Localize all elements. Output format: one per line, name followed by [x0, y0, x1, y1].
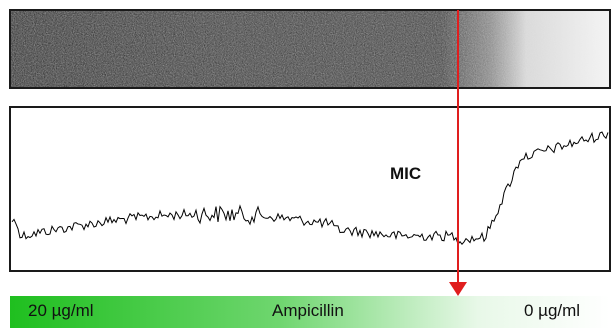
- mic-label: MIC: [390, 164, 422, 183]
- mic-marker: [449, 10, 467, 296]
- signal-trace: [11, 131, 609, 246]
- ampicillin-gradient-bar: [10, 296, 610, 328]
- antibiotic-name-label: Ampicillin: [272, 301, 344, 320]
- signal-panel: [9, 106, 611, 272]
- concentration-low-label: 0 µg/ml: [524, 301, 581, 320]
- down-arrow-red-icon: [449, 282, 467, 296]
- concentration-high-label: 20 µg/ml: [28, 301, 94, 320]
- micrograph-strip: [9, 9, 611, 89]
